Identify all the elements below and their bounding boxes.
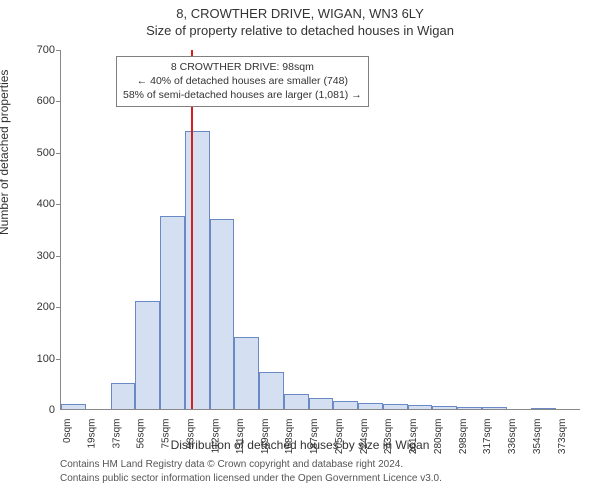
ytick-label: 300 — [37, 250, 61, 262]
histogram-bar — [234, 337, 259, 409]
annotation-box: 8 CROWTHER DRIVE: 98sqm ← 40% of detache… — [116, 56, 369, 107]
footer-line1: Contains HM Land Registry data © Crown c… — [60, 458, 442, 472]
ytick-label: 500 — [37, 147, 61, 159]
ytick-label: 700 — [37, 44, 61, 56]
chart-subtitle: Size of property relative to detached ho… — [0, 21, 600, 38]
ytick-label: 100 — [37, 353, 61, 365]
chart-title: 8, CROWTHER DRIVE, WIGAN, WN3 6LY — [0, 0, 600, 21]
footer-attribution: Contains HM Land Registry data © Crown c… — [60, 458, 442, 485]
histogram-bar — [135, 301, 160, 409]
histogram-bar — [531, 408, 556, 409]
ytick-label: 0 — [49, 404, 61, 416]
histogram-bar — [358, 403, 383, 409]
histogram-bar — [160, 216, 185, 409]
histogram-bar — [457, 407, 482, 409]
histogram-bar — [333, 401, 358, 409]
histogram-bar — [185, 131, 210, 409]
histogram-bar — [482, 407, 507, 409]
histogram-bar — [309, 398, 334, 409]
histogram-bar — [383, 404, 408, 409]
y-axis-label: Number of detached properties — [0, 70, 11, 235]
annotation-line2: ← 40% of detached houses are smaller (74… — [123, 74, 362, 88]
histogram-bar — [259, 372, 284, 409]
histogram-bar — [111, 383, 136, 409]
plot-area: 0100200300400500600700 0sqm19sqm37sqm56s… — [60, 50, 580, 410]
histogram-bar — [432, 406, 457, 409]
histogram-bar — [61, 404, 86, 409]
x-axis-label: Distribution of detached houses by size … — [0, 438, 600, 452]
annotation-line3: 58% of semi-detached houses are larger (… — [123, 88, 362, 102]
histogram-bar — [210, 219, 235, 409]
annotation-line1: 8 CROWTHER DRIVE: 98sqm — [123, 60, 362, 74]
ytick-label: 400 — [37, 198, 61, 210]
histogram-bar — [284, 394, 309, 409]
footer-line2: Contains public sector information licen… — [60, 472, 442, 486]
chart-container: 8, CROWTHER DRIVE, WIGAN, WN3 6LY Size o… — [0, 0, 600, 500]
ytick-label: 200 — [37, 301, 61, 313]
ytick-label: 600 — [37, 95, 61, 107]
plot-frame: 0100200300400500600700 0sqm19sqm37sqm56s… — [60, 50, 580, 410]
histogram-bar — [408, 405, 433, 409]
